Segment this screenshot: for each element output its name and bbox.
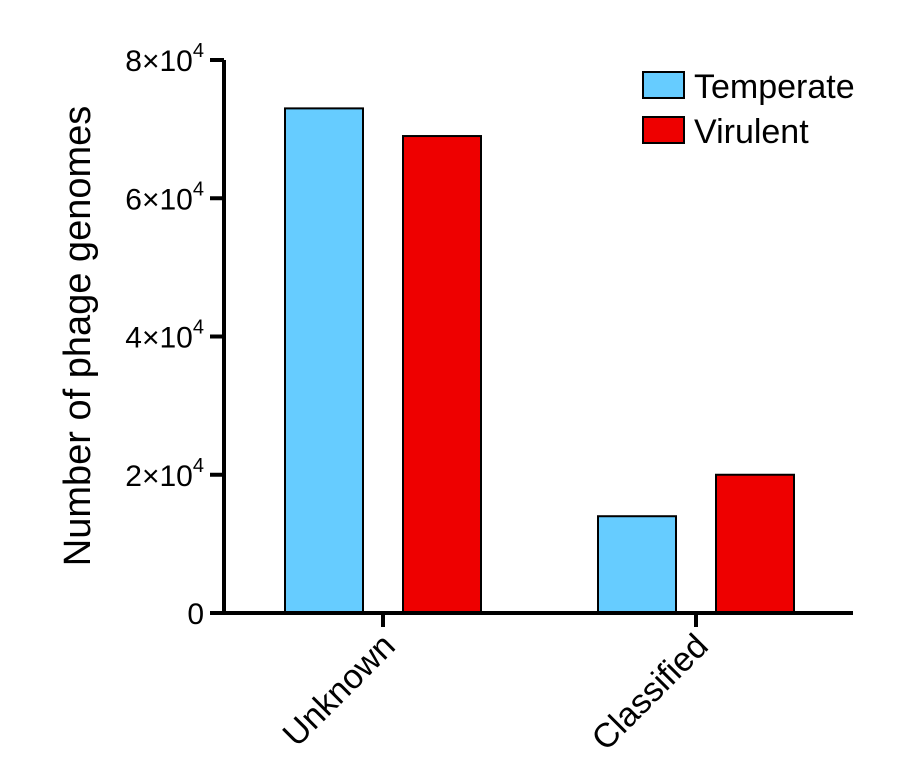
y-tick-mantissa: 0	[187, 598, 204, 631]
y-tick-exponent: 4	[193, 455, 204, 477]
legend-swatch-temperate	[642, 71, 685, 99]
legend: Temperate Virulent	[642, 68, 855, 151]
y-tick-exponent: 4	[193, 40, 204, 62]
y-tick-exponent: 4	[193, 317, 204, 339]
y-tick-label: 2×104	[125, 455, 204, 493]
legend-swatch-virulent	[642, 116, 685, 144]
y-tick-label: 4×104	[125, 317, 204, 355]
y-tick-mantissa: 8	[125, 45, 142, 78]
y-tick-times: ×	[142, 460, 160, 493]
bar-unknown-virulent	[402, 135, 482, 614]
bar-classified-virulent	[715, 473, 795, 614]
y-axis-title: Number of phage genomes	[57, 106, 99, 567]
bar-classified-temperate	[597, 515, 677, 614]
y-tick-times: ×	[142, 322, 160, 355]
y-tick-mantissa: 4	[125, 322, 142, 355]
x-tick-label-classified: Classified	[585, 627, 716, 758]
legend-label-virulent: Virulent	[694, 113, 809, 151]
y-tick-times: ×	[142, 183, 160, 216]
y-tick-label: 0	[187, 598, 204, 631]
bars-group	[284, 107, 795, 614]
bar-unknown-temperate	[284, 107, 364, 614]
x-ticks-group: Unknown Classified	[276, 613, 716, 758]
y-tick-mantissa: 2	[125, 460, 142, 493]
y-tick-base: 10	[160, 322, 193, 355]
y-tick-base: 10	[160, 183, 193, 216]
y-tick-base: 10	[160, 45, 193, 78]
y-tick-label: 6×104	[125, 178, 204, 216]
legend-label-temperate: Temperate	[694, 68, 855, 106]
y-tick-label: 8×104	[125, 40, 204, 78]
y-tick-mantissa: 6	[125, 183, 142, 216]
x-tick-label-unknown: Unknown	[276, 627, 403, 754]
y-tick-times: ×	[142, 45, 160, 78]
y-tick-exponent: 4	[193, 178, 204, 200]
y-tick-base: 10	[160, 460, 193, 493]
